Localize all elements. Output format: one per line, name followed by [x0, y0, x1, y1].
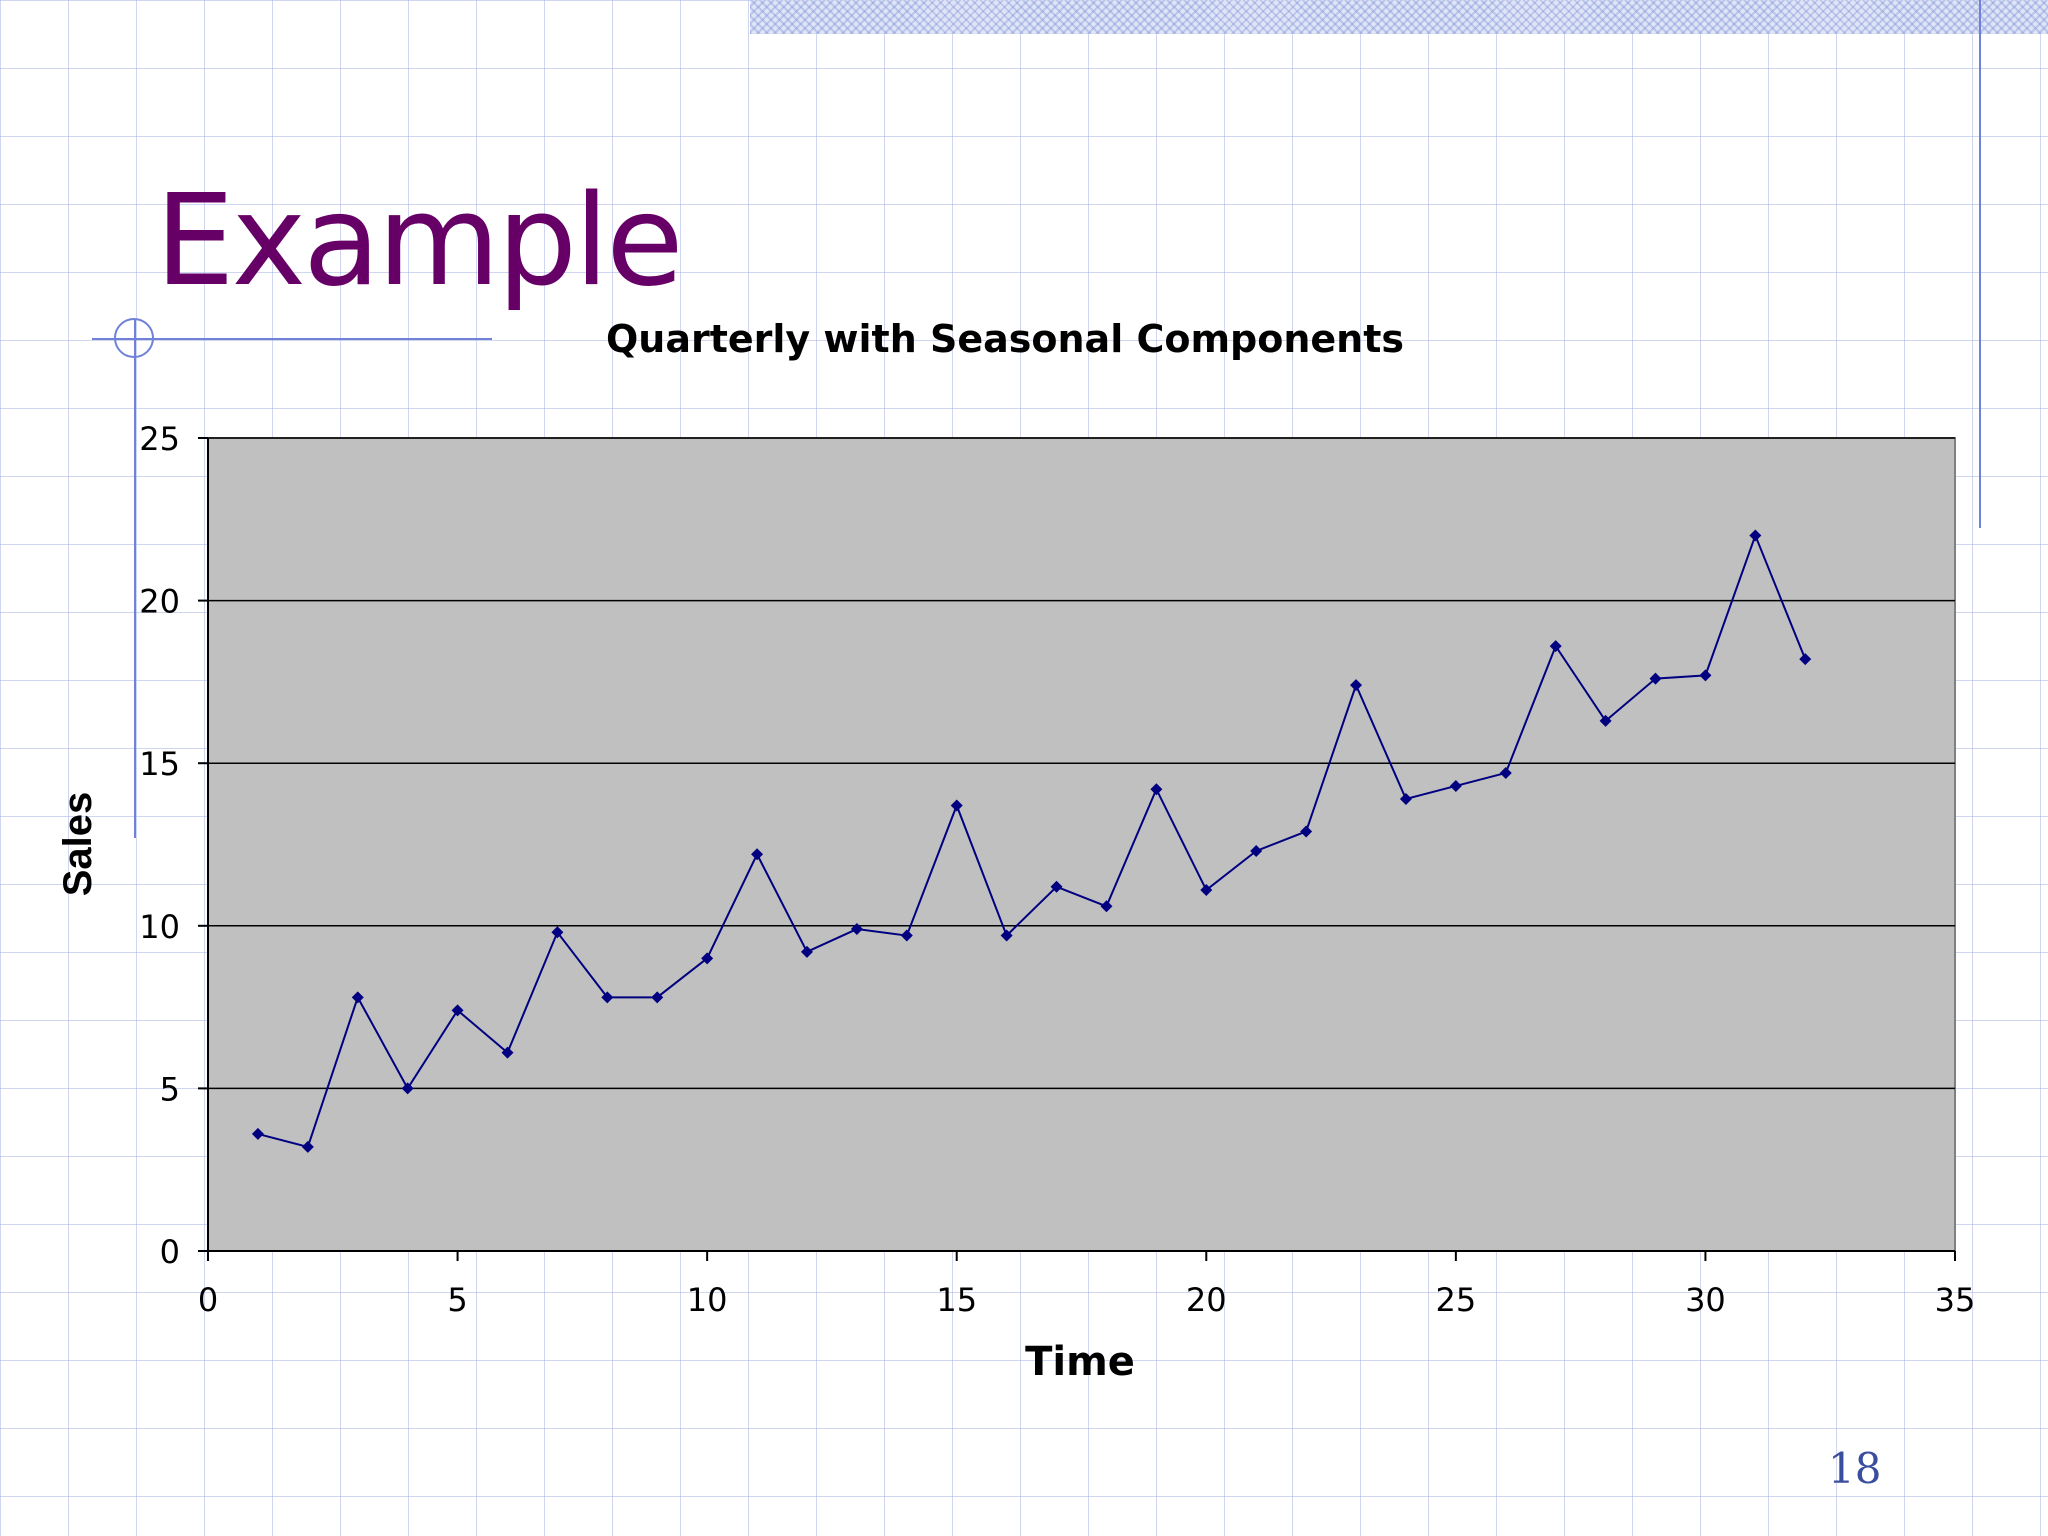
x-tick-label-5: 25	[1435, 1281, 1476, 1319]
data-point-0-26	[1549, 640, 1562, 653]
data-point-0-24	[1449, 779, 1462, 792]
data-point-0-12	[850, 923, 863, 936]
data-point-0-11	[800, 945, 813, 958]
x-tick-label-7: 35	[1935, 1281, 1976, 1319]
data-point-0-21	[1300, 825, 1313, 838]
data-point-0-28	[1649, 672, 1662, 685]
y-tick-label-5: 25	[139, 420, 180, 458]
top-pattern-band	[750, 0, 2048, 34]
data-point-0-25	[1499, 766, 1512, 779]
data-point-0-19	[1200, 884, 1213, 897]
data-point-0-9	[701, 952, 714, 965]
grid-lines	[208, 437, 1955, 1090]
data-point-0-14	[950, 799, 963, 812]
data-point-0-16	[1050, 880, 1063, 893]
x-tick-label-2: 10	[687, 1281, 728, 1319]
y-tick-label-0: 0	[160, 1233, 180, 1271]
y-tick-label-4: 20	[139, 583, 180, 621]
data-point-0-10	[751, 848, 764, 861]
data-point-0-13	[900, 929, 913, 942]
data-point-0-0	[251, 1127, 264, 1140]
data-point-0-20	[1250, 845, 1263, 858]
plot-area	[207, 437, 1956, 1252]
y-tick-label-3: 15	[139, 745, 180, 783]
data-point-0-27	[1599, 714, 1612, 727]
y-tick-label-1: 5	[160, 1070, 180, 1108]
data-point-0-1	[301, 1140, 314, 1153]
data-point-0-5	[501, 1046, 514, 1059]
slide-title: Example	[155, 167, 684, 314]
y-axis-label: Sales	[56, 792, 100, 897]
y-tick-label-2: 10	[139, 908, 180, 946]
data-point-0-15	[1000, 929, 1013, 942]
x-tick-label-0: 0	[198, 1281, 218, 1319]
data-point-0-29	[1699, 669, 1712, 682]
decorative-vertical-line-right	[1979, 0, 1981, 528]
data-point-0-2	[351, 991, 364, 1004]
x-axis-ticks: 0 5 10 15 20 25 30 35	[198, 1251, 1976, 1319]
data-point-0-23	[1399, 792, 1412, 805]
data-point-0-7	[601, 991, 614, 1004]
data-point-0-4	[451, 1004, 464, 1017]
data-point-0-22	[1350, 679, 1363, 692]
data-point-0-31	[1799, 653, 1812, 666]
data-point-0-8	[651, 991, 664, 1004]
chart-title: Quarterly with Seasonal Components	[606, 317, 1404, 361]
x-axis-label: Time	[1025, 1339, 1135, 1385]
y-axis-ticks: 0 5 10 15 20 25	[139, 420, 208, 1271]
decorative-horizontal-line	[92, 338, 492, 340]
data-point-0-30	[1749, 529, 1762, 542]
x-tick-label-6: 30	[1685, 1281, 1726, 1319]
decorative-circle	[114, 318, 154, 358]
x-tick-label-3: 15	[936, 1281, 977, 1319]
x-tick-label-4: 20	[1186, 1281, 1227, 1319]
series-line-0	[257, 532, 1807, 1149]
data-point-0-6	[551, 926, 564, 939]
data-point-0-17	[1100, 900, 1113, 913]
decorative-vertical-line-left	[134, 320, 136, 838]
series-layer	[251, 529, 1812, 1153]
page-number: 18	[1828, 1444, 1882, 1493]
data-point-0-18	[1150, 783, 1163, 796]
data-point-0-3	[401, 1082, 414, 1095]
x-tick-label-1: 5	[447, 1281, 467, 1319]
